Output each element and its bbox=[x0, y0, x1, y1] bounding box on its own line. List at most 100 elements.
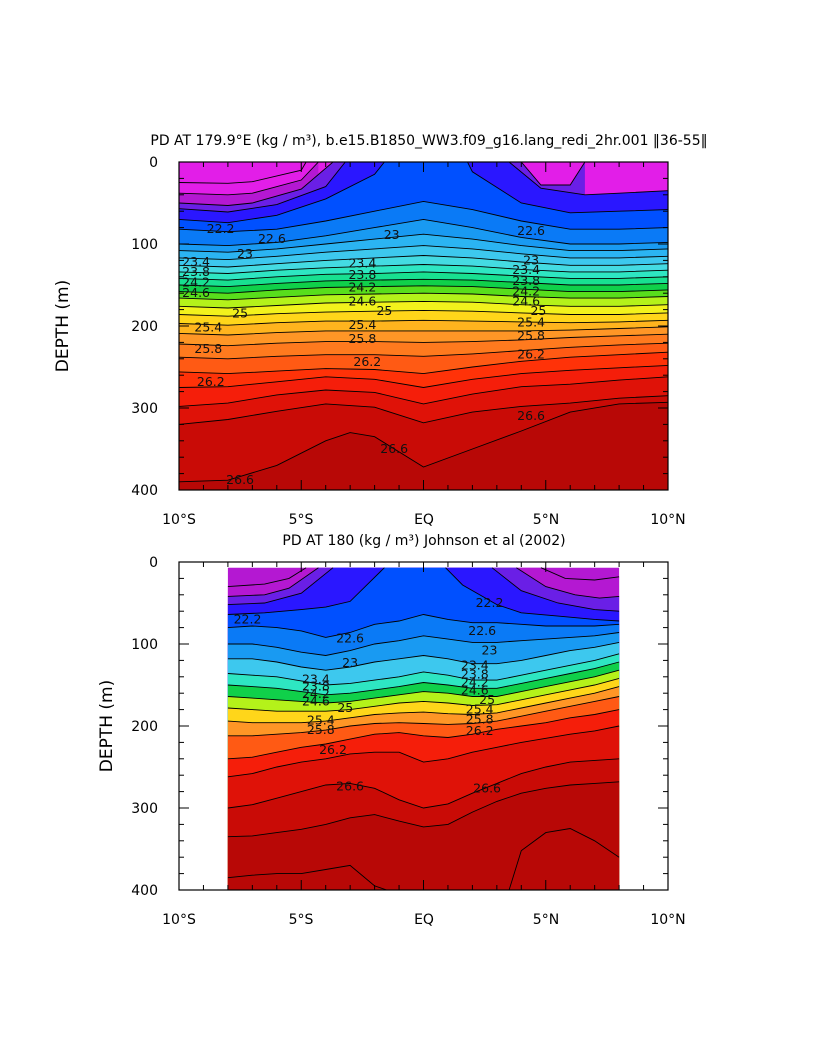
x-tick-label: 10°N bbox=[650, 512, 685, 528]
contour-label: 25.8 bbox=[517, 328, 545, 343]
panel-observed-y-tick-labels: 0 100 200 300 400 bbox=[131, 555, 158, 899]
contour-label: 24.6 bbox=[512, 293, 540, 308]
contour-label: 23.4 bbox=[182, 254, 210, 269]
contour-label: 26.6 bbox=[473, 780, 501, 795]
panel-observed-x-tick-labels: 10°S 5°S EQ 5°N 10°N bbox=[162, 912, 686, 928]
contour-line bbox=[179, 162, 346, 213]
contour-label: 23.8 bbox=[348, 267, 376, 282]
contour-label: 25.4 bbox=[466, 702, 494, 717]
panel-model-y-tick-labels: 0 100 200 300 400 bbox=[131, 155, 158, 499]
contour-label: 23 bbox=[482, 643, 498, 658]
contour-label: 22.6 bbox=[336, 630, 364, 645]
panel-observed-ylabel: DEPTH (m) bbox=[97, 680, 117, 772]
contour-line bbox=[445, 567, 620, 622]
contour-label: 23.8 bbox=[512, 273, 540, 288]
panel-model-ylabel: DEPTH (m) bbox=[53, 280, 73, 372]
contour-label: 23.4 bbox=[512, 262, 540, 277]
contour-label: 22.2 bbox=[234, 611, 262, 626]
contour-line bbox=[179, 342, 668, 360]
contour-line bbox=[227, 709, 620, 760]
contour-band bbox=[227, 567, 620, 890]
contour-line bbox=[179, 162, 319, 196]
contour-line bbox=[179, 285, 668, 294]
contour-line bbox=[227, 696, 620, 737]
y-tick-label: 200 bbox=[131, 719, 158, 735]
contour-label: 25 bbox=[376, 303, 392, 318]
contour-label: 25 bbox=[232, 306, 248, 321]
contour-line bbox=[227, 725, 620, 778]
y-tick-label: 400 bbox=[131, 883, 158, 899]
contour-line bbox=[227, 669, 620, 704]
contour-label: 23 bbox=[237, 246, 253, 261]
contour-line bbox=[508, 828, 620, 890]
x-tick-label: 10°S bbox=[162, 512, 196, 528]
contour-line bbox=[179, 264, 668, 274]
contour-line bbox=[179, 376, 668, 407]
contour-line bbox=[179, 162, 334, 206]
contour-line bbox=[179, 233, 668, 253]
contour-label: 25.8 bbox=[348, 331, 376, 346]
contour-line bbox=[467, 162, 668, 214]
contour-label: 26.2 bbox=[197, 374, 225, 389]
panel-model-ticks bbox=[178, 161, 669, 491]
x-tick-label: 10°S bbox=[162, 912, 196, 928]
contour-label: 24.6 bbox=[348, 293, 376, 308]
contour-line bbox=[179, 162, 385, 224]
x-tick-label: 5°N bbox=[533, 912, 559, 928]
contour-label: 25.8 bbox=[194, 341, 222, 356]
contour-label: 23.4 bbox=[461, 657, 489, 672]
y-tick-label: 0 bbox=[149, 155, 158, 171]
contour-label: 24.2 bbox=[182, 275, 210, 290]
contour-label: 25 bbox=[530, 303, 546, 318]
contour-label: 25.4 bbox=[348, 317, 376, 332]
contour-line bbox=[179, 395, 668, 425]
contour-label: 26.6 bbox=[336, 779, 364, 794]
contour-label: 23.8 bbox=[302, 679, 330, 694]
contour-label: 23.8 bbox=[182, 264, 210, 279]
contour-line bbox=[227, 758, 620, 809]
contour-label: 24.6 bbox=[302, 693, 330, 708]
contour-line bbox=[179, 292, 668, 301]
panel-model-x-tick-labels: 10°S 5°S EQ 5°N 10°N bbox=[162, 512, 686, 528]
contour-label: 25.8 bbox=[307, 722, 335, 737]
contour-line bbox=[179, 245, 668, 261]
contour-label: 26.6 bbox=[517, 408, 545, 423]
contour-label: 22.2 bbox=[476, 595, 504, 610]
contour-label: 23.4 bbox=[302, 671, 330, 686]
contour-label: 25 bbox=[337, 700, 353, 715]
y-tick-label: 300 bbox=[131, 801, 158, 817]
contour-line bbox=[227, 864, 387, 890]
contour-label: 26.2 bbox=[517, 347, 545, 362]
y-tick-label: 100 bbox=[131, 237, 158, 253]
contour-label: 24.2 bbox=[461, 675, 489, 690]
contour-line bbox=[179, 333, 668, 347]
contour-line bbox=[227, 677, 620, 712]
y-tick-label: 100 bbox=[131, 637, 158, 653]
contour-line bbox=[179, 364, 668, 388]
contour-line bbox=[179, 319, 668, 326]
panel-model-title: PD AT 179.9°E (kg / m³), b.e15.B1850_WW3… bbox=[150, 133, 707, 149]
contour-line bbox=[179, 401, 668, 483]
panel-observed: PD AT 180 (kg / m³) Johnson et al (2002)… bbox=[97, 533, 686, 928]
contour-line bbox=[179, 162, 307, 184]
x-tick-label: EQ bbox=[414, 512, 434, 528]
contour-line bbox=[227, 632, 620, 656]
contour-line bbox=[227, 641, 620, 671]
contour-line bbox=[227, 567, 334, 606]
contour-label: 26.2 bbox=[466, 723, 494, 738]
y-tick-label: 400 bbox=[131, 483, 158, 499]
contour-line bbox=[179, 326, 668, 336]
contour-line bbox=[179, 271, 668, 281]
contour-label: 23.8 bbox=[461, 666, 489, 681]
contour-label: 23 bbox=[523, 252, 539, 267]
contour-label: 25.4 bbox=[307, 712, 335, 727]
contour-label: 23 bbox=[342, 655, 358, 670]
contour-label: 26.6 bbox=[380, 441, 408, 456]
contour-label: 22.6 bbox=[517, 223, 545, 238]
contour-label: 25.4 bbox=[194, 320, 222, 335]
contour-label: 26.2 bbox=[353, 354, 381, 369]
x-tick-label: 5°S bbox=[289, 512, 314, 528]
contour-label: 26.6 bbox=[226, 472, 254, 487]
